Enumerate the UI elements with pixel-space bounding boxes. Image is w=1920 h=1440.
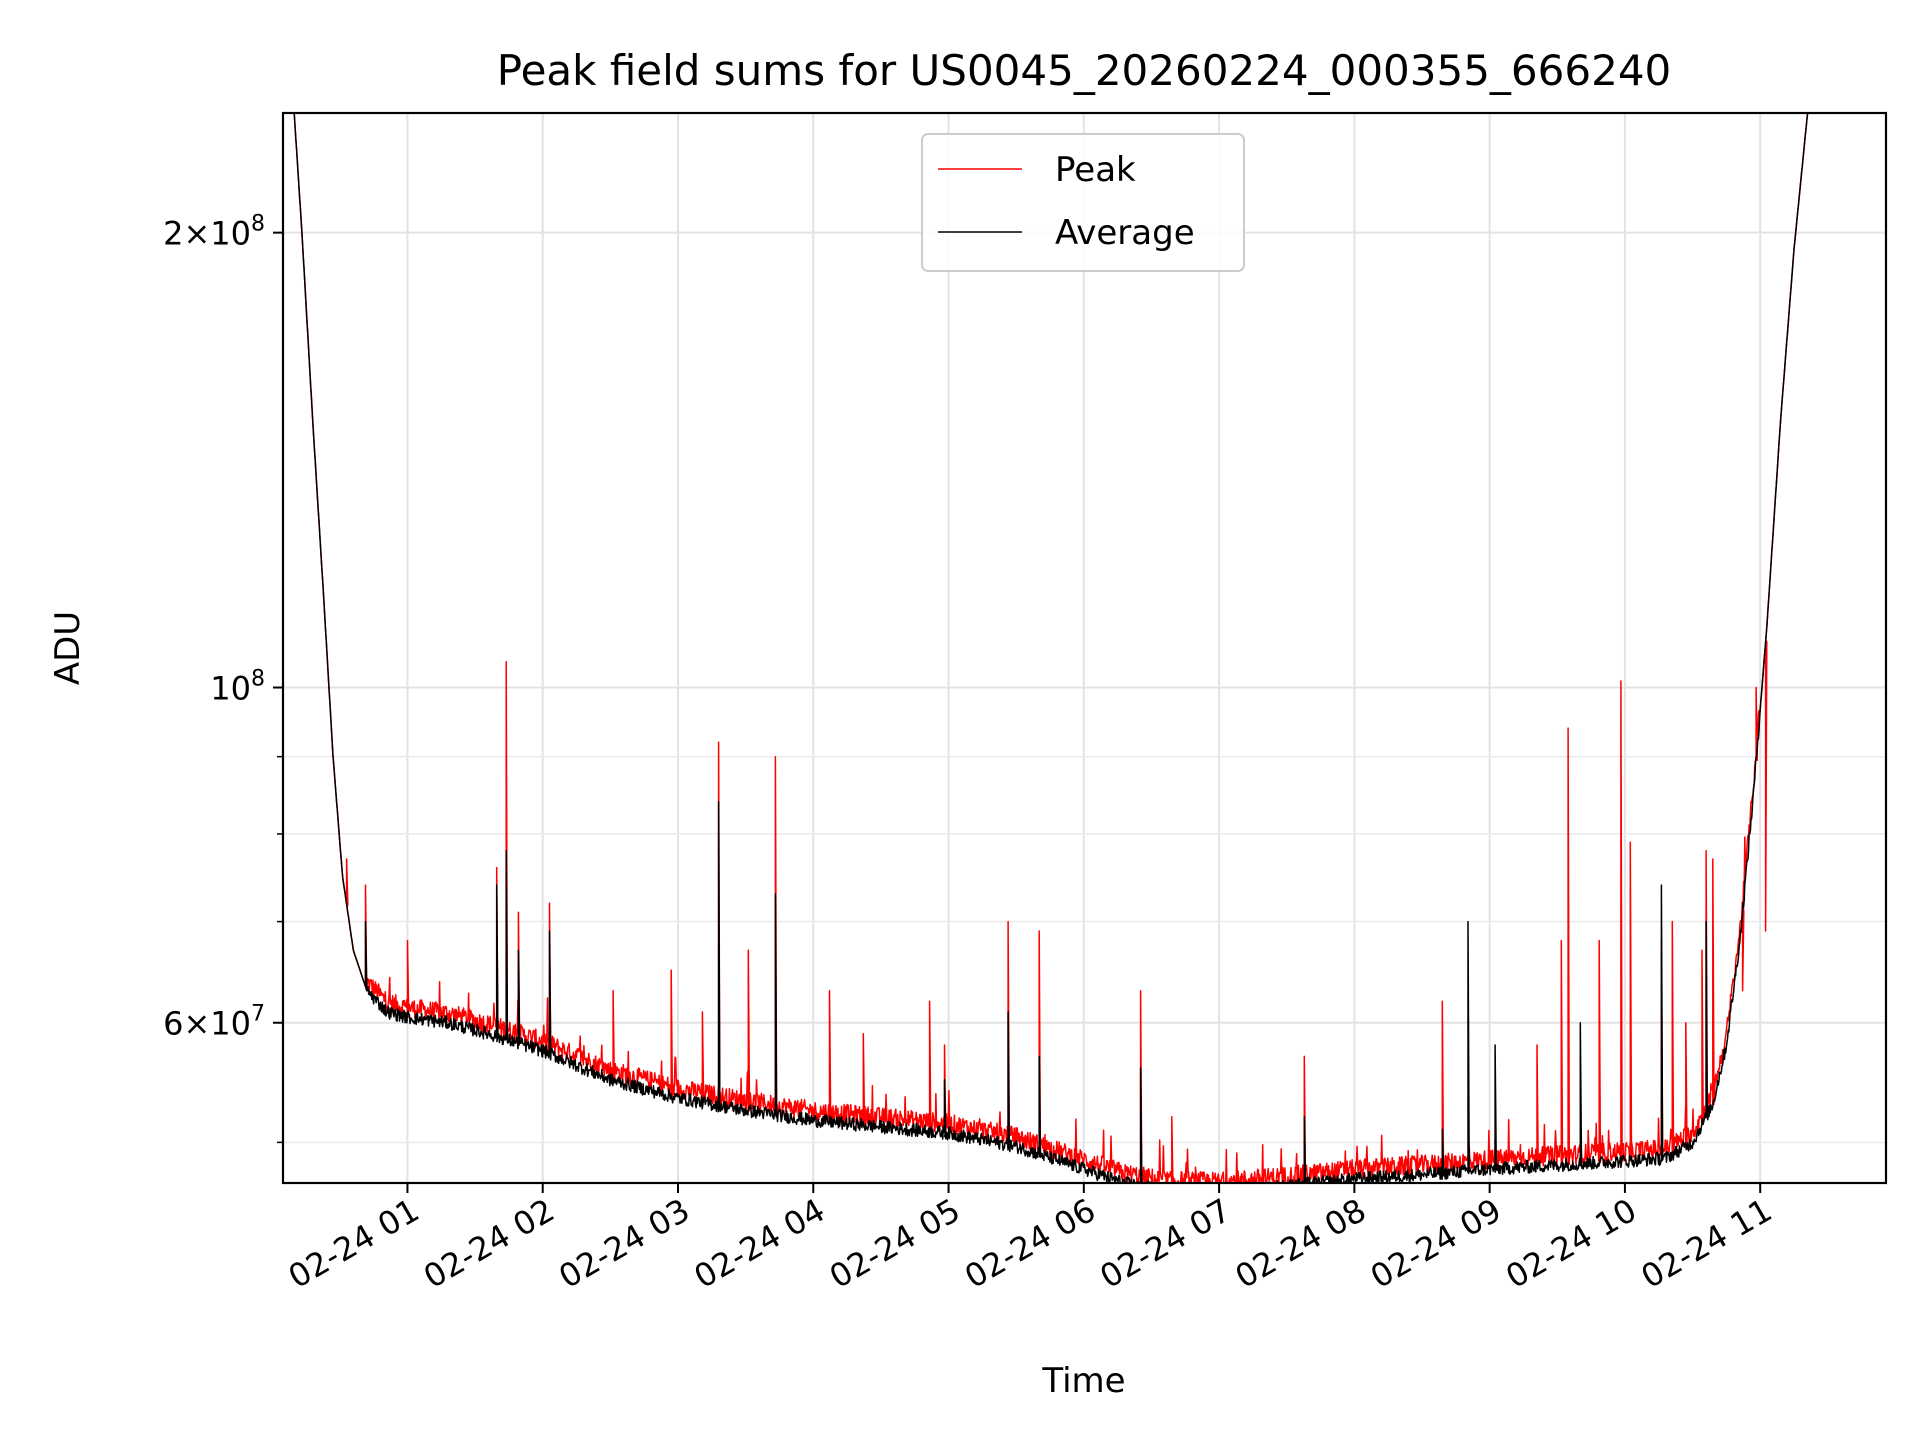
chart-title: Peak field sums for US0045_20260224_0003… (497, 46, 1672, 95)
y-tick-base: 6×10 (163, 1005, 251, 1043)
x-axis-label: Time (1041, 1361, 1125, 1401)
legend: Peak Average (921, 133, 1245, 272)
y-tick-exponent: 8 (251, 212, 265, 237)
legend-average-label: Average (1055, 213, 1195, 253)
series-layer (293, 113, 1809, 1183)
y-axis-label: ADU (48, 611, 88, 685)
y-tick-exponent: 8 (251, 667, 265, 692)
y-tick-exponent: 7 (251, 1002, 265, 1027)
y-tick-label: 108 (210, 667, 265, 708)
y-tick-label: 2×108 (163, 212, 265, 253)
legend-peak-label: Peak (1055, 150, 1136, 190)
y-tick-label: 6×107 (163, 1002, 265, 1043)
y-tick-base: 10 (210, 670, 251, 708)
y-tick-base: 2×10 (163, 215, 251, 253)
average-series-line (293, 113, 1809, 1183)
